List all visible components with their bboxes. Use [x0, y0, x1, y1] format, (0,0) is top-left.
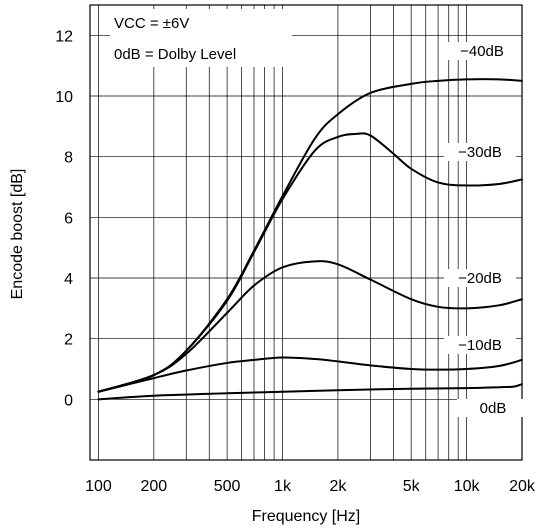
- series-label: −30dB: [458, 144, 502, 161]
- y-tick-label: 10: [55, 89, 73, 106]
- series-label-bg: [444, 336, 516, 354]
- x-tick-label: 200: [140, 478, 167, 495]
- series-line: [97, 383, 523, 401]
- x-tick-label: 5k: [403, 478, 421, 495]
- y-tick-label: 4: [64, 271, 73, 288]
- tick-labels: 100 200 500 1k 2k 5k 10k 20k 0 2 4 6 8 10 12: [55, 28, 536, 495]
- x-tick-label: 20k: [509, 478, 536, 495]
- series-label: −20dB: [458, 270, 502, 287]
- x-axis-label: Frequency [Hz]: [252, 508, 360, 525]
- series-lines: [97, 78, 523, 401]
- y-axis-label: Encode boost [dB]: [9, 169, 26, 300]
- series-labels: −40dB −30dB −20dB −10dB 0dB: [444, 42, 529, 417]
- series-label-bg: [446, 42, 518, 60]
- y-tick-label: 0: [64, 392, 73, 409]
- series-label: −10dB: [458, 337, 502, 354]
- annotation-vcc: VCC = ±6V: [114, 15, 189, 32]
- series-label: −40dB: [460, 43, 504, 60]
- x-tick-label: 100: [85, 478, 112, 495]
- series-label-bg: [444, 269, 516, 287]
- series-line: [97, 132, 523, 393]
- x-tick-label: 500: [214, 478, 241, 495]
- x-tick-label: 10k: [454, 478, 481, 495]
- series-label-bg: [457, 399, 529, 417]
- series-label-bg: [444, 143, 516, 161]
- series-label: 0dB: [480, 400, 507, 417]
- y-tick-label: 8: [64, 150, 73, 167]
- annotation-dolby: 0dB = Dolby Level: [114, 46, 236, 63]
- annotation-box: [110, 9, 292, 67]
- series-line: [97, 260, 523, 393]
- x-tick-label: 1k: [274, 478, 292, 495]
- y-tick-label: 2: [64, 332, 73, 349]
- y-tick-label: 12: [55, 28, 73, 45]
- x-tick-label: 2k: [329, 478, 347, 495]
- y-tick-label: 6: [64, 210, 73, 227]
- series-line: [97, 356, 523, 393]
